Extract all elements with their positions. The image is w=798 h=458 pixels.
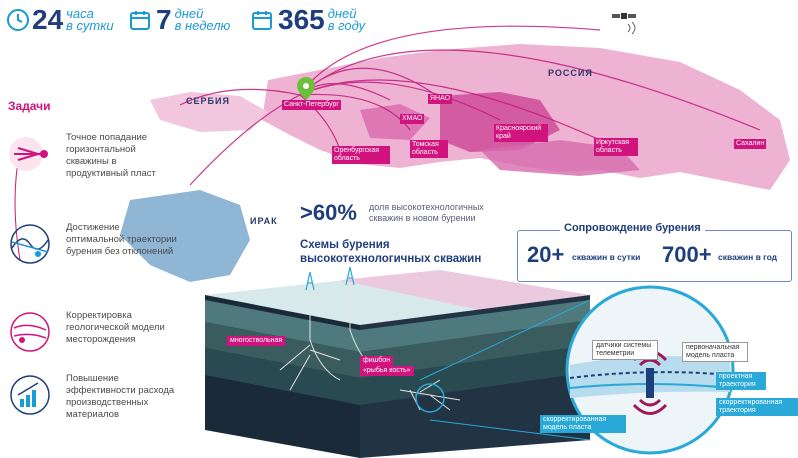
support-yearly-number: 700+ <box>662 242 712 267</box>
calendar-icon <box>130 11 150 30</box>
task-item: Достижение оптимальной траектории бурени… <box>8 222 178 266</box>
label-yanao: ЯНАО <box>428 94 453 104</box>
stat-days-week-period: в неделю <box>174 18 231 33</box>
label-fishbone: фишбон <box>360 356 394 366</box>
task-text: Точное попадание горизонтальной скважины… <box>66 132 156 179</box>
geology-model-icon <box>10 312 50 352</box>
clock-icon <box>7 9 29 31</box>
support-title: Сопровождение бурения <box>560 222 705 234</box>
label-krasnoyarsk: Красноярский край <box>494 124 548 142</box>
stat-days-year-period: в году <box>327 18 366 33</box>
stat-days-week-number: 7 <box>156 4 172 35</box>
label-sakhalin: Сахалин <box>734 139 767 149</box>
support-daily-label: скважин в сутки <box>572 252 641 262</box>
task-text: Повышение эффективности расхода производ… <box>66 373 175 420</box>
label-serbia: СЕРБИЯ <box>186 96 230 106</box>
trajectory-icon <box>10 224 50 264</box>
stat-days-week: 7 дней в неделю <box>128 6 230 34</box>
label-multilateral: многоствольная <box>227 336 286 346</box>
label-initial-model: первоначальная модель пласта <box>682 342 748 362</box>
efficiency-chart-icon <box>10 375 50 415</box>
task-item: Точное попадание горизонтальной скважины… <box>8 132 178 180</box>
calendar-icon <box>252 11 272 30</box>
label-russia: РОССИЯ <box>548 68 593 78</box>
task-text: Корректировка геологической модели место… <box>66 310 165 345</box>
label-tomsk: Томская область <box>410 140 448 158</box>
scheme-title: Схемы бурения высокотехнологичных скважи… <box>300 239 482 265</box>
label-telemetry: датчики системы телеметрии <box>592 340 658 360</box>
label-corrected-model: скорректированная модель пласта <box>540 415 626 433</box>
label-iraq: ИРАК <box>250 216 278 226</box>
task-item: Корректировка геологической модели место… <box>8 310 178 354</box>
tasks-title: Задачи <box>8 99 51 113</box>
label-fishbone-sub: «рыбья кость» <box>360 366 414 376</box>
target-drill-icon <box>9 137 48 171</box>
label-irkutsk: Иркутская область <box>594 138 638 156</box>
stat-days-year: 365 дней в году <box>250 6 365 34</box>
stat-days-year-number: 365 <box>278 4 325 35</box>
stat-hours-number: 24 <box>32 4 64 35</box>
label-design-trajectory: проектная траектория <box>716 372 766 390</box>
label-spb: Санкт-Петербург <box>282 100 341 110</box>
task-text: Достижение оптимальной траектории бурени… <box>66 222 177 257</box>
stat-days-week-unit: дней <box>174 6 204 21</box>
stat-hours-period: в сутки <box>66 18 114 33</box>
stat-hours-unit: часа <box>66 6 94 21</box>
stat-days-year-unit: дней <box>327 6 357 21</box>
label-orenburg: Оренбургская область <box>332 146 390 164</box>
percent-value: >60% <box>300 200 357 225</box>
support-daily-number: 20+ <box>527 242 565 267</box>
stat-hours: 24 часа в сутки <box>6 6 114 34</box>
percent-description: доля высокотехнологичных скважин в новом… <box>369 202 484 223</box>
support-yearly-label: скважин в год <box>718 252 778 262</box>
task-item: Повышение эффективности расхода производ… <box>8 373 178 421</box>
label-corrected-trajectory: скорректированная траектория <box>716 398 798 416</box>
label-hmao: ХМАО <box>400 114 425 124</box>
